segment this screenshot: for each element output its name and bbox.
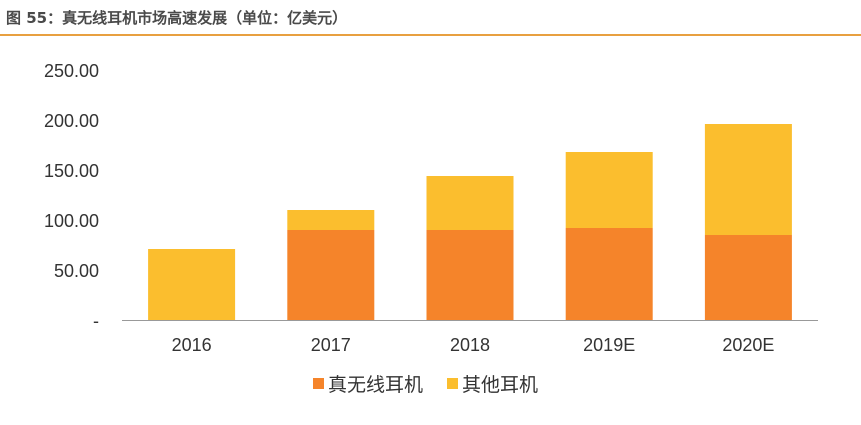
legend: 真无线耳机 其他耳机 xyxy=(0,370,861,402)
x-axis: 2016 2017 2018 2019E 2020E xyxy=(172,335,775,355)
y-tick-label: - xyxy=(93,311,99,331)
bars-group xyxy=(148,124,792,320)
legend-label-other: 其他耳机 xyxy=(462,374,539,396)
chart-title: 图 55：真无线耳机市场高速发展（单位：亿美元） xyxy=(6,9,348,27)
legend-item-other: 其他耳机 xyxy=(447,370,538,397)
bar-segment-other-2020E xyxy=(704,124,792,235)
legend-swatch-true-wireless xyxy=(313,378,324,389)
legend-item-true-wireless: 真无线耳机 xyxy=(313,370,423,397)
y-tick-label: 250.00 xyxy=(44,61,99,81)
x-tick-label: 2020E xyxy=(722,335,774,355)
bar-segment-other-2019E xyxy=(565,152,653,228)
x-tick-label: 2016 xyxy=(172,335,212,355)
bar-segment-true-wireless-2018 xyxy=(426,230,514,320)
legend-label-true-wireless: 真无线耳机 xyxy=(328,374,424,396)
bar-segment-other-2016 xyxy=(148,249,236,320)
bar-segment-other-2017 xyxy=(287,210,375,230)
chart-header: 图 55：真无线耳机市场高速发展（单位：亿美元） xyxy=(0,0,861,38)
x-tick-label: 2018 xyxy=(450,335,490,355)
y-tick-label: 150.00 xyxy=(44,161,99,181)
y-tick-label: 50.00 xyxy=(54,261,99,281)
y-axis: - 50.00 100.00 150.00 200.00 250.00 xyxy=(44,61,99,331)
bar-segment-true-wireless-2019E xyxy=(565,228,653,320)
bar-segment-true-wireless-2017 xyxy=(287,230,375,320)
y-tick-label: 200.00 xyxy=(44,111,99,131)
y-tick-label: 100.00 xyxy=(44,211,99,231)
x-tick-label: 2019E xyxy=(583,335,635,355)
title-underline xyxy=(0,34,861,36)
bar-segment-other-2018 xyxy=(426,176,514,230)
legend-swatch-other xyxy=(447,378,458,389)
x-tick-label: 2017 xyxy=(311,335,351,355)
bar-segment-true-wireless-2020E xyxy=(704,235,792,320)
